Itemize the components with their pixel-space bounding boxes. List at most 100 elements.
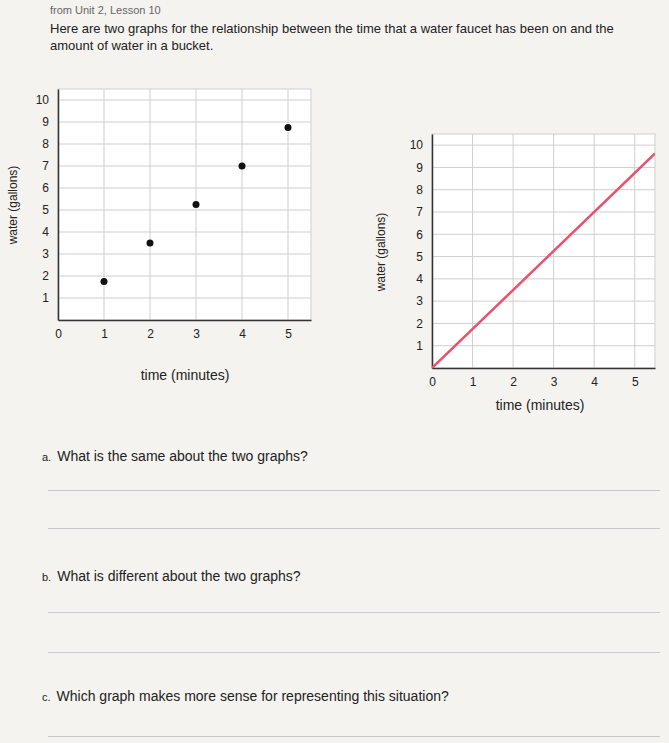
- x-tick-label: 1: [470, 375, 477, 389]
- x-tick: 1: [101, 320, 108, 341]
- y-tick: 10: [410, 138, 432, 152]
- y-tick: 3: [416, 294, 432, 308]
- data-point: [147, 240, 154, 247]
- x-tick-label: 2: [510, 375, 517, 389]
- grid-line-y: [58, 254, 311, 255]
- y-tick: 7: [42, 159, 58, 173]
- x-tick: 3: [551, 368, 558, 389]
- y-tick: 9: [416, 161, 432, 175]
- grid-line-x: [288, 89, 289, 320]
- y-tick-label: 1: [416, 339, 423, 353]
- y-tick-label: 6: [42, 181, 49, 195]
- grid-line-x: [594, 134, 595, 368]
- y-tick: 1: [416, 339, 432, 353]
- question-label: b.: [42, 571, 51, 583]
- y-axis-line: [432, 135, 434, 369]
- y-axis-title: water (gallons): [6, 166, 20, 246]
- grid-line-y: [432, 345, 655, 346]
- grid-line-y: [58, 100, 311, 101]
- data-point: [285, 124, 292, 131]
- y-tick-label: 2: [416, 317, 423, 331]
- grid-line-y: [58, 144, 311, 145]
- y-tick-label: 4: [42, 225, 49, 239]
- grid-line-x: [432, 134, 433, 368]
- y-tick-label: 4: [416, 272, 423, 286]
- y-tick-label: 9: [416, 161, 423, 175]
- y-axis: 12345678910: [36, 90, 59, 321]
- question-text: Which graph makes more sense for represe…: [57, 688, 449, 704]
- y-tick-label: 1: [42, 291, 49, 305]
- y-tick-label: 5: [416, 250, 423, 264]
- x-tick: 5: [632, 368, 639, 389]
- plot-frame: [58, 89, 311, 320]
- grid-line-y: [432, 256, 655, 257]
- grid-line-y: [432, 145, 655, 146]
- grid-line-y: [432, 234, 655, 235]
- y-tick: 5: [42, 203, 58, 217]
- chart: 01234512345678910time (minutes)water (ga…: [374, 134, 655, 413]
- source-line: from Unit 2, Lesson 10: [50, 4, 161, 16]
- grid-line-x: [104, 89, 105, 320]
- x-tick-label: 3: [193, 327, 200, 341]
- question-label: c.: [42, 691, 51, 703]
- x-tick-label: 5: [285, 327, 292, 341]
- x-axis: 0 1 2 3 4 5: [55, 320, 311, 341]
- chart: 01234512345678910time (minutes)water (ga…: [6, 89, 311, 383]
- x-axis: 0 1 2 3 4 5: [429, 368, 655, 389]
- y-axis: 1 2 3 4 5 6 7 8 9 10: [410, 135, 433, 369]
- grid-line-x: [242, 89, 243, 320]
- y-tick: 8: [416, 183, 432, 197]
- x-tick: 4: [239, 320, 246, 341]
- plot-area: [432, 154, 655, 369]
- data-line: [432, 154, 655, 369]
- y-tick: 2: [42, 269, 58, 283]
- grid-line-y: [58, 232, 311, 233]
- y-tick: 1: [42, 291, 58, 305]
- question-text: What is different about the two graphs?: [57, 568, 300, 584]
- grid-line-x: [634, 134, 635, 368]
- y-axis-line: [58, 90, 60, 321]
- y-tick: 4: [42, 225, 58, 239]
- x-tick: 0: [55, 320, 62, 341]
- y-axis-title: water (gallons): [374, 213, 388, 293]
- question-label: a.: [42, 451, 51, 463]
- y-tick-label: 3: [42, 247, 49, 261]
- y-tick-label: 9: [42, 115, 49, 129]
- x-tick: 1: [470, 368, 477, 389]
- x-tick: 0: [429, 368, 436, 389]
- y-tick: 4: [416, 272, 432, 286]
- intro-text: Here are two graphs for the relationship…: [50, 20, 650, 54]
- y-tick: 5: [416, 250, 432, 264]
- data-point: [239, 163, 246, 170]
- x-tick: 3: [193, 320, 200, 341]
- question: a.What is the same about the two graphs?: [42, 448, 308, 464]
- grid-line-y: [58, 210, 311, 211]
- y-tick-label: 7: [416, 205, 423, 219]
- plot-area: [101, 124, 292, 285]
- grid-line-x: [472, 134, 473, 368]
- grid-line-y: [58, 122, 311, 123]
- y-tick-label: 6: [416, 228, 423, 242]
- y-tick: 7: [416, 205, 432, 219]
- x-tick-label: 0: [55, 327, 62, 341]
- data-point: [101, 278, 108, 285]
- x-axis-line: [433, 368, 656, 370]
- x-axis-line: [59, 320, 312, 322]
- x-tick-label: 0: [429, 375, 436, 389]
- y-tick-label: 8: [416, 183, 423, 197]
- question: c. Which graph makes more sense for repre…: [42, 688, 449, 704]
- grid-line-y: [432, 212, 655, 213]
- grid-line-x: [150, 89, 151, 320]
- grid-line-y: [432, 189, 655, 190]
- y-tick: 10: [36, 93, 58, 107]
- x-tick: 2: [147, 320, 154, 341]
- x-tick: 4: [591, 368, 598, 389]
- y-tick: 9: [42, 115, 58, 129]
- x-tick-label: 2: [147, 327, 154, 341]
- y-tick-label: 3: [416, 294, 423, 308]
- grid-line-y: [432, 167, 655, 168]
- question: b. What is different about the two graphs…: [42, 568, 301, 584]
- answer-line: [48, 490, 660, 491]
- answer-line: [48, 612, 660, 613]
- y-tick: 2: [416, 317, 432, 331]
